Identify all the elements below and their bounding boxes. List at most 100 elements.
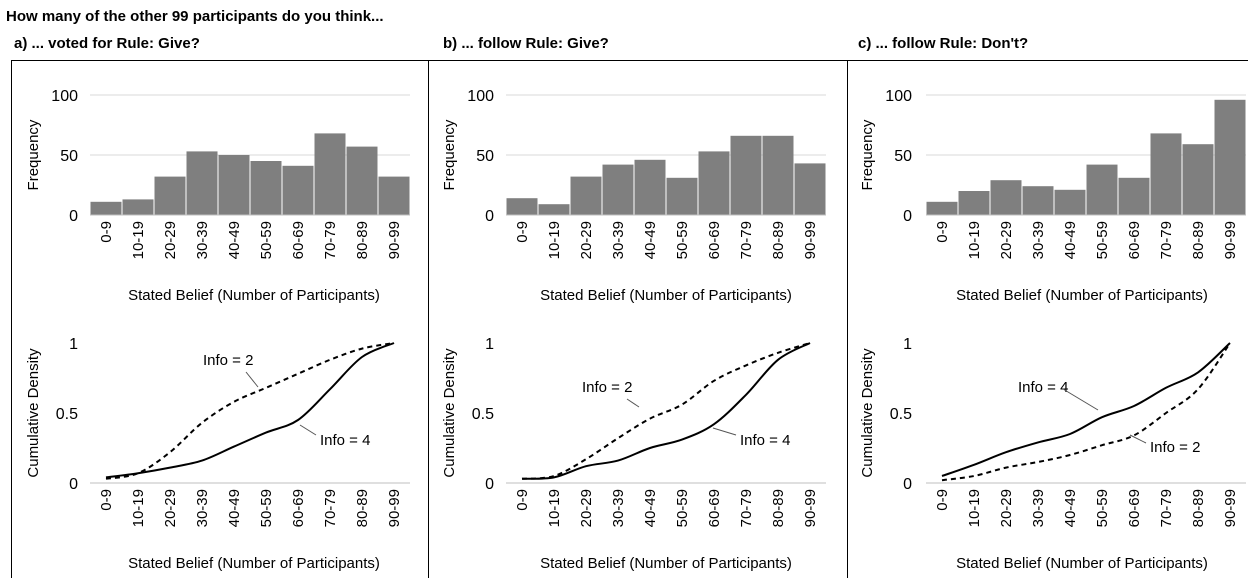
bar-b-tick-label-5: 50-59 (674, 221, 691, 259)
cdf-a-series-1-line (105, 342, 395, 479)
cdf-b-ytick-label-1: 0.5 (472, 406, 494, 423)
bar-a-xlabel: Stated Belief (Number of Participants) (128, 287, 380, 304)
bar-a-tick-label-1: 10-19 (130, 221, 147, 259)
bar-c-ytick-label-0: 0 (903, 208, 912, 225)
cdf-c-xlabel: Stated Belief (Number of Participants) (956, 555, 1208, 572)
bar-a-tick-label-2: 20-29 (162, 221, 179, 259)
cdf-c-tick-label-5: 50-59 (1094, 489, 1111, 527)
cdf-a-tick-label-0: 0-9 (98, 489, 115, 511)
cdf-b-series-1-label: Info = 4 (740, 432, 790, 449)
cdf-c-tick-label-4: 40-49 (1062, 489, 1079, 527)
cdf-a-tick-label-7: 70-79 (322, 489, 339, 527)
bar-c-9 (1214, 99, 1246, 215)
bar-a-tick-label-4: 40-49 (226, 221, 243, 259)
cdf-a-ytick-label-1: 0.5 (56, 406, 78, 423)
bar-b-tick-label-1: 10-19 (546, 221, 563, 259)
bar-b-7 (730, 135, 762, 215)
bar-b-3 (602, 164, 634, 215)
bar-c-tick-label-1: 10-19 (966, 221, 983, 259)
bar-a-0 (90, 201, 122, 215)
cdf-c-tick-label-8: 80-89 (1190, 489, 1207, 527)
bar-c-6 (1118, 177, 1150, 215)
bar-b-tick-label-3: 30-39 (610, 221, 627, 259)
panel-b-c-divider (847, 60, 848, 578)
bar-b-tick-label-7: 70-79 (738, 221, 755, 259)
bar-b-tick-label-6: 60-69 (706, 221, 723, 259)
cdf-c-tick-label-0: 0-9 (934, 489, 951, 511)
cdf-c-ytick-label-0: 0 (903, 476, 912, 493)
cdf-a-tick-label-5: 50-59 (258, 489, 275, 527)
bar-c-tick-label-6: 60-69 (1126, 221, 1143, 259)
bar-a-ytick-label-1: 50 (60, 148, 78, 165)
cdf-a-series-0-line (105, 342, 395, 480)
bar-a-1 (122, 199, 154, 215)
cdf-a-ytick-label-0: 0 (69, 476, 78, 493)
bar-c-tick-label-4: 40-49 (1062, 221, 1079, 259)
bar-c-tick-label-3: 30-39 (1030, 221, 1047, 259)
bar-c-tick-label-7: 70-79 (1158, 221, 1175, 259)
bar-b-tick-label-2: 20-29 (578, 221, 595, 259)
bar-a-2 (154, 176, 186, 215)
bar-c-0 (926, 201, 958, 215)
cdf-a-tick-label-2: 20-29 (162, 489, 179, 527)
bar-c-ytick-label-1: 50 (894, 148, 912, 165)
cdf-a-series-1-leader (299, 424, 317, 436)
bar-a-ytick-label-0: 0 (69, 208, 78, 225)
bar-b-tick-label-0: 0-9 (514, 221, 531, 243)
cdf-c-series-0-leader (1062, 388, 1099, 411)
cdf-b-tick-label-1: 10-19 (546, 489, 563, 527)
cdf-c-tick-label-3: 30-39 (1030, 489, 1047, 527)
bar-a-tick-label-3: 30-39 (194, 221, 211, 259)
bar-a-tick-label-8: 80-89 (354, 221, 371, 259)
cdf-c-series-0-line (941, 342, 1231, 477)
bar-b-ytick-label-1: 50 (476, 148, 494, 165)
bar-c-tick-label-8: 80-89 (1190, 221, 1207, 259)
cdf-a-series-1-label: Info = 4 (320, 432, 370, 449)
cdf-b-tick-label-4: 40-49 (642, 489, 659, 527)
cdf-c-tick-label-6: 60-69 (1126, 489, 1143, 527)
cdf-c-series-1-leader (1129, 434, 1147, 444)
bar-c-ylabel: Frequency (859, 119, 876, 190)
cdf-c-ylabel: Cumulative Density (859, 348, 876, 478)
cdf-c-ytick-label-2: 1 (903, 336, 912, 353)
bar-b-ytick-label-0: 0 (485, 208, 494, 225)
cdf-b-tick-label-7: 70-79 (738, 489, 755, 527)
cdf-b-series-0-label: Info = 2 (582, 379, 632, 396)
bar-b-ylabel: Frequency (441, 119, 458, 190)
cdf-b-tick-label-5: 50-59 (674, 489, 691, 527)
bar-a-tick-label-9: 90-99 (386, 221, 403, 259)
cdf-a-tick-label-9: 90-99 (386, 489, 403, 527)
bar-c-1 (958, 191, 990, 215)
cdf-c-series-1-line (941, 342, 1231, 482)
bar-a-tick-label-6: 60-69 (290, 221, 307, 259)
cdf-b-tick-label-8: 80-89 (770, 489, 787, 527)
figure-title: How many of the other 99 participants do… (6, 8, 384, 25)
bar-c-tick-label-9: 90-99 (1222, 221, 1239, 259)
panel-a-title: a) ... voted for Rule: Give? (14, 35, 200, 52)
bar-a-3 (186, 151, 218, 215)
cdf-b-tick-label-9: 90-99 (802, 489, 819, 527)
bar-b-9 (794, 163, 826, 215)
bar-a-ytick-label-2: 100 (51, 88, 78, 105)
cdf-a-series-0-label: Info = 2 (203, 352, 253, 369)
cdf-a-series-0-leader (245, 371, 259, 388)
cdf-a-tick-label-1: 10-19 (130, 489, 147, 527)
cdf-a-ytick-label-2: 1 (69, 336, 78, 353)
bar-c-3 (1022, 186, 1054, 215)
panel-a-b-divider (428, 60, 429, 578)
bar-b-0 (506, 198, 538, 215)
cdf-b-tick-label-3: 30-39 (610, 489, 627, 527)
cdf-b-series-1-line (521, 342, 811, 480)
cdf-c-series-0-label: Info = 4 (1018, 379, 1068, 396)
bar-c-7 (1150, 133, 1182, 215)
cdf-c-tick-label-9: 90-99 (1222, 489, 1239, 527)
bar-c-tick-label-5: 50-59 (1094, 221, 1111, 259)
cdf-b-tick-label-0: 0-9 (514, 489, 531, 511)
bar-b-tick-label-4: 40-49 (642, 221, 659, 259)
cdf-b-xlabel: Stated Belief (Number of Participants) (540, 555, 792, 572)
cdf-b-ytick-label-0: 0 (485, 476, 494, 493)
panel-a-left-border (11, 60, 12, 578)
cdf-c-tick-label-7: 70-79 (1158, 489, 1175, 527)
cdf-c-tick-label-1: 10-19 (966, 489, 983, 527)
bar-b-2 (570, 176, 602, 215)
